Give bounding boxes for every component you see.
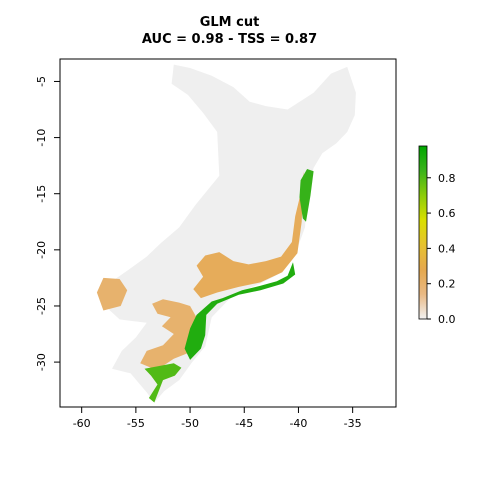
y-axis: -5 -10 -15 -20 -25 -30 <box>35 76 60 371</box>
map-layer <box>96 64 356 403</box>
chart-title: GLM cut <box>200 15 260 30</box>
x-tick-label: -35 <box>344 417 362 430</box>
map-region-background <box>100 64 356 403</box>
y-tick-label: -10 <box>35 129 48 147</box>
x-tick-label: -40 <box>289 417 307 430</box>
y-tick-label: -5 <box>35 76 48 87</box>
x-axis: -60 -55 -50 -45 -40 -35 <box>73 407 362 430</box>
map-region-low-suitability-tan <box>96 277 128 311</box>
colorbar-gradient <box>418 145 428 320</box>
y-tick-label: -30 <box>35 353 48 371</box>
colorbar-tick-label: 0.2 <box>438 278 456 291</box>
plot-frame <box>59 58 397 408</box>
colorbar-tick-label: 0.0 <box>438 313 456 326</box>
y-tick-label: -15 <box>35 185 48 203</box>
colorbar-legend: 0.0 0.2 0.4 0.6 0.8 <box>418 145 456 326</box>
y-tick-label: -20 <box>35 241 48 259</box>
x-tick-label: -45 <box>235 417 253 430</box>
colorbar-tick-label: 0.4 <box>438 242 456 255</box>
x-tick-label: -50 <box>181 417 199 430</box>
map-region-high-suitability-coast-far-south <box>144 363 182 403</box>
y-tick-label: -25 <box>35 297 48 315</box>
x-tick-label: -55 <box>127 417 145 430</box>
colorbar-tick-label: 0.8 <box>438 172 456 185</box>
x-tick-label: -60 <box>73 417 91 430</box>
map-region-high-suitability-coast-north <box>299 169 314 222</box>
map-region-high-suitability-coast-south <box>184 262 296 360</box>
map-region-low-suitability-tan <box>193 171 304 299</box>
colorbar-tick-label: 0.6 <box>438 207 456 220</box>
chart-subtitle: AUC = 0.98 - TSS = 0.87 <box>142 32 317 47</box>
